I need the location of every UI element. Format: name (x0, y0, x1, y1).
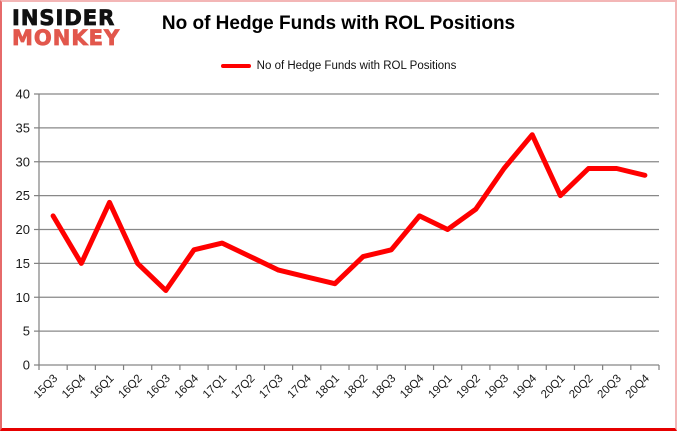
y-tick-label: 15 (16, 256, 30, 271)
x-tick-label: 19Q1 (426, 373, 454, 401)
page-title: No of Hedge Funds with ROL Positions (161, 13, 516, 34)
x-tick-label: 18Q3 (370, 373, 398, 401)
y-tick-label: 5 (23, 324, 30, 339)
x-tick-label: 16Q4 (173, 372, 202, 401)
x-tick-label: 18Q1 (314, 373, 342, 401)
y-tick-label: 20 (16, 222, 30, 237)
y-tick-label: 0 (23, 358, 30, 373)
data-line-series (50, 132, 648, 293)
x-tick-label: 17Q4 (285, 372, 314, 401)
legend: No of Hedge Funds with ROL Positions (2, 60, 675, 72)
x-tick-label: 18Q4 (398, 372, 427, 401)
logo-line-insider: INSIDER (12, 6, 116, 30)
x-tick-label: 19Q4 (511, 372, 540, 401)
y-tick-label: 40 (16, 87, 30, 102)
legend-label: No of Hedge Funds with ROL Positions (256, 60, 457, 72)
x-tick-label: 18Q2 (342, 373, 370, 401)
logo-line-monkey: MONKEY (12, 25, 121, 50)
x-tick-label: 15Q3 (32, 373, 60, 401)
x-tick-label: 15Q4 (60, 372, 89, 401)
y-tick-label: 35 (16, 120, 30, 135)
x-tick-label: 19Q3 (483, 373, 511, 401)
y-tick-label: 10 (16, 290, 30, 305)
y-tick-label: 25 (16, 188, 30, 203)
x-tick-label: 16Q3 (145, 373, 173, 401)
x-tick-label: 20Q4 (624, 372, 653, 401)
x-tick-label: 17Q2 (229, 373, 257, 401)
x-tick-label: 20Q3 (595, 373, 623, 401)
x-tick-label: 20Q1 (539, 373, 567, 401)
x-tick-label: 19Q2 (455, 373, 483, 401)
x-tick-label: 17Q1 (201, 373, 229, 401)
x-tick-label: 16Q1 (88, 373, 116, 401)
x-tick-label: 16Q2 (116, 373, 144, 401)
y-tick-label: 30 (16, 154, 30, 169)
x-tick-label: 17Q3 (257, 373, 285, 401)
legend-line-swatch (220, 63, 251, 69)
x-tick-label: 20Q2 (567, 373, 595, 401)
insider-monkey-logo: INSIDER MONKEY (12, 6, 121, 50)
